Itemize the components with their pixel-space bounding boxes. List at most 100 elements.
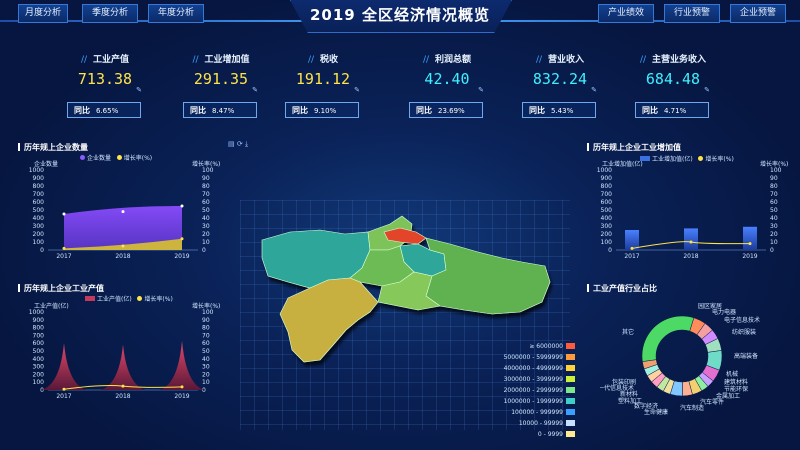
left-tick-label: 0 (40, 387, 44, 394)
right-axis-unit: 增长率(%) (760, 160, 788, 168)
left-tick-label: 300 (33, 223, 45, 230)
legend-enterprises: 企业数量 增长率(%) (80, 153, 152, 162)
nav-industry-performance-button[interactable]: 产业绩效 (598, 4, 654, 23)
donut-label: 纺织服装 (732, 328, 756, 336)
left-tick-label: 600 (33, 199, 45, 206)
kpi-card: //税收 191.12 ✎ 同比 9.10% (268, 52, 378, 122)
left-tick-label: 900 (601, 175, 613, 182)
right-tick-label: 70 (202, 191, 210, 198)
page-title: 2019 全区经济情况概览 (310, 6, 490, 24)
map-region-east[interactable] (425, 237, 551, 315)
x-tick-label: 2019 (174, 253, 189, 260)
edit-icon[interactable]: ✎ (136, 86, 142, 94)
legend-bar-item[interactable]: 企业数量 (80, 155, 111, 162)
panel-title-enterprises: 历年规上企业数量 (18, 142, 88, 153)
nav-industry-warning-button[interactable]: 行业预警 (664, 4, 720, 23)
right-tick-label: 40 (770, 215, 778, 222)
growth-point[interactable] (121, 244, 125, 248)
legend-line-item[interactable]: 增长率(%) (698, 156, 734, 163)
right-tick-label: 0 (202, 387, 206, 394)
data-point[interactable] (121, 210, 125, 214)
data-point[interactable] (180, 204, 184, 208)
map-region-southwest[interactable] (279, 277, 379, 363)
value-added-bar[interactable] (743, 226, 757, 250)
left-tick-label: 700 (601, 191, 613, 198)
series-area-enterprises[interactable] (64, 205, 182, 250)
right-tick-label: 20 (770, 231, 778, 238)
kpi-card: //主营业务收入 684.48 ✎ 同比 4.71% (618, 52, 728, 122)
map-region-top-red[interactable] (383, 227, 427, 245)
nav-quarterly-button[interactable]: 季度分析 (82, 4, 138, 23)
legend-bar-item[interactable]: 工业增加值(亿) (640, 156, 693, 163)
left-tick-label: 100 (33, 239, 45, 246)
left-tick-label: 800 (33, 183, 45, 190)
left-tick-label: 1000 (29, 309, 44, 316)
left-tick-label: 900 (33, 175, 45, 182)
growth-point[interactable] (62, 387, 66, 391)
left-tick-label: 500 (601, 207, 613, 214)
donut-slice[interactable] (641, 315, 695, 362)
donut-label: 生命健康 (644, 408, 668, 416)
right-tick-label: 30 (202, 223, 210, 230)
left-tick-label: 600 (601, 199, 613, 206)
legend-line-item[interactable]: 增长率(%) (137, 296, 173, 303)
growth-point[interactable] (748, 242, 752, 246)
kpi-label: //工业产值 (80, 55, 130, 65)
left-tick-label: 0 (608, 247, 612, 254)
growth-point[interactable] (689, 240, 693, 244)
right-tick-label: 60 (202, 340, 210, 347)
right-tick-label: 100 (202, 167, 214, 174)
right-tick-label: 100 (202, 309, 214, 316)
legend-line-item[interactable]: 增长率(%) (116, 155, 152, 162)
legend-value-added: 工业增加值(亿) 增长率(%) (640, 154, 734, 163)
value-added-bar[interactable] (684, 228, 698, 250)
right-tick-label: 100 (770, 167, 782, 174)
output-spike[interactable] (42, 343, 86, 390)
nav-yearly-button[interactable]: 年度分析 (148, 4, 204, 23)
growth-point[interactable] (62, 246, 66, 250)
donut-label: 包装印刷 (612, 378, 636, 386)
map-region-southeast[interactable] (377, 271, 441, 311)
donut-label: 电子信息技术 (724, 316, 760, 324)
nav-monthly-button[interactable]: 月度分析 (18, 4, 68, 23)
growth-point[interactable] (180, 237, 184, 241)
edit-icon[interactable]: ✎ (478, 86, 484, 94)
left-tick-label: 300 (33, 364, 45, 371)
nav-enterprise-warning-button[interactable]: 企业预警 (730, 4, 786, 23)
right-tick-label: 30 (202, 364, 210, 371)
refresh-icon[interactable]: ⟳ (236, 140, 243, 148)
right-tick-label: 80 (770, 183, 778, 190)
download-icon[interactable]: ⤓ (244, 140, 249, 148)
legend-bar-item[interactable]: 工业产值(亿) (85, 296, 132, 303)
value-added-bar[interactable] (625, 230, 639, 250)
data-view-icon[interactable]: ▤ (228, 140, 235, 148)
kpi-card: //工业增加值 291.35 ✎ 同比 8.47% (166, 52, 276, 122)
edit-icon[interactable]: ✎ (704, 86, 710, 94)
left-tick-label: 100 (33, 379, 45, 386)
right-tick-label: 50 (202, 348, 210, 355)
series-area-growth[interactable] (64, 238, 182, 250)
right-tick-label: 10 (202, 239, 210, 246)
right-axis-unit: 增长率(%) (192, 302, 220, 310)
left-tick-label: 400 (33, 215, 45, 222)
growth-point[interactable] (630, 246, 634, 250)
data-point[interactable] (62, 212, 66, 216)
right-tick-label: 50 (202, 207, 210, 214)
growth-point[interactable] (180, 385, 184, 389)
x-tick-label: 2018 (115, 393, 130, 400)
right-tick-label: 50 (770, 207, 778, 214)
growth-point[interactable] (121, 384, 125, 388)
edit-icon[interactable]: ✎ (591, 86, 597, 94)
left-tick-label: 200 (33, 371, 45, 378)
donut-label: 节能环保 (724, 385, 748, 393)
edit-icon[interactable]: ✎ (354, 86, 360, 94)
left-tick-label: 0 (40, 247, 44, 254)
right-tick-label: 10 (770, 239, 778, 246)
kpi-value: 291.35 (193, 70, 249, 88)
donut-label: 新材料 (620, 390, 638, 398)
edit-icon[interactable]: ✎ (252, 86, 258, 94)
output-spike[interactable] (160, 340, 204, 390)
left-axis-unit: 企业数量 (34, 160, 58, 168)
kpi-value: 832.24 (532, 70, 588, 88)
output-spike[interactable] (101, 344, 145, 390)
